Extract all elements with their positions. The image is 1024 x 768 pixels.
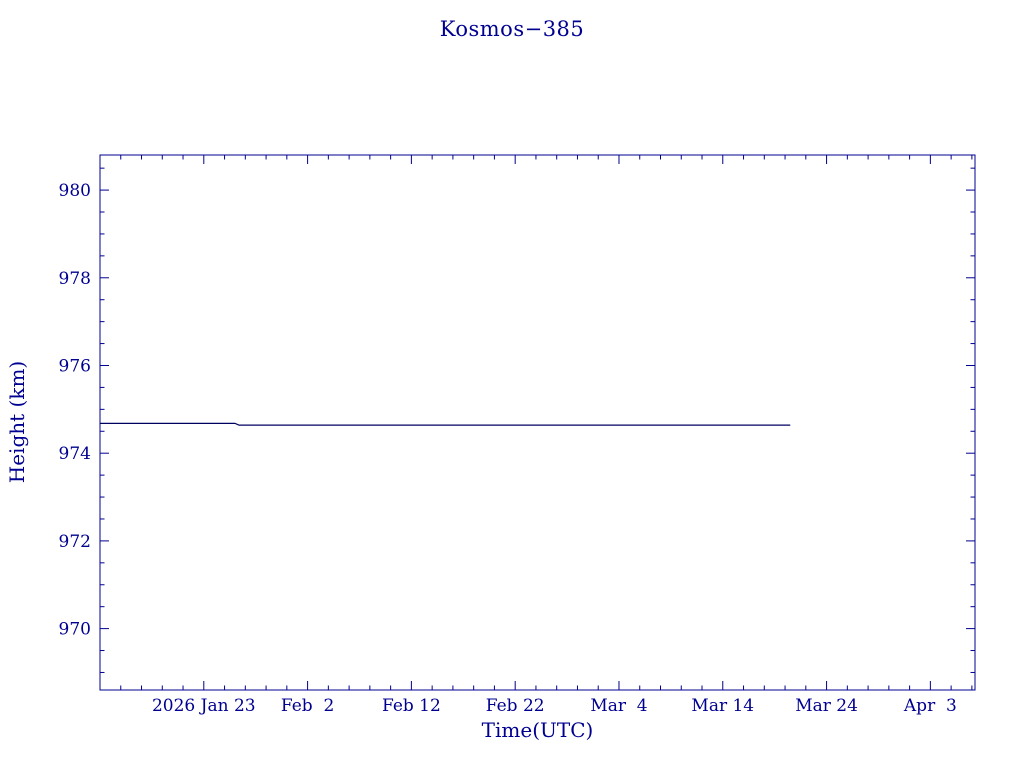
x-axis-label: Time(UTC) xyxy=(481,718,594,742)
x-tick-label: Feb 12 xyxy=(382,696,441,716)
x-tick-label: Mar 24 xyxy=(795,696,858,716)
x-tick-label: 2026 Jan 23 xyxy=(152,696,256,716)
y-tick-label: 974 xyxy=(59,444,91,464)
y-tick-label: 972 xyxy=(59,532,91,552)
x-tick-label: Feb 22 xyxy=(486,696,545,716)
data-line-orbit-height xyxy=(100,422,791,426)
x-tick-label: Apr 3 xyxy=(903,696,957,716)
x-tick-label: Mar 4 xyxy=(590,696,647,716)
plot-frame xyxy=(99,154,976,691)
chart-title: Kosmos−385 xyxy=(439,17,585,41)
y-tick-label: 980 xyxy=(59,181,91,201)
x-tick-label: Feb 2 xyxy=(281,696,334,716)
y-tick-label: 970 xyxy=(59,620,91,640)
y-tick-label: 978 xyxy=(59,269,91,289)
y-tick-label: 976 xyxy=(59,356,91,376)
x-tick-label: Mar 14 xyxy=(691,696,754,716)
y-axis-label: Height (km) xyxy=(5,360,29,484)
